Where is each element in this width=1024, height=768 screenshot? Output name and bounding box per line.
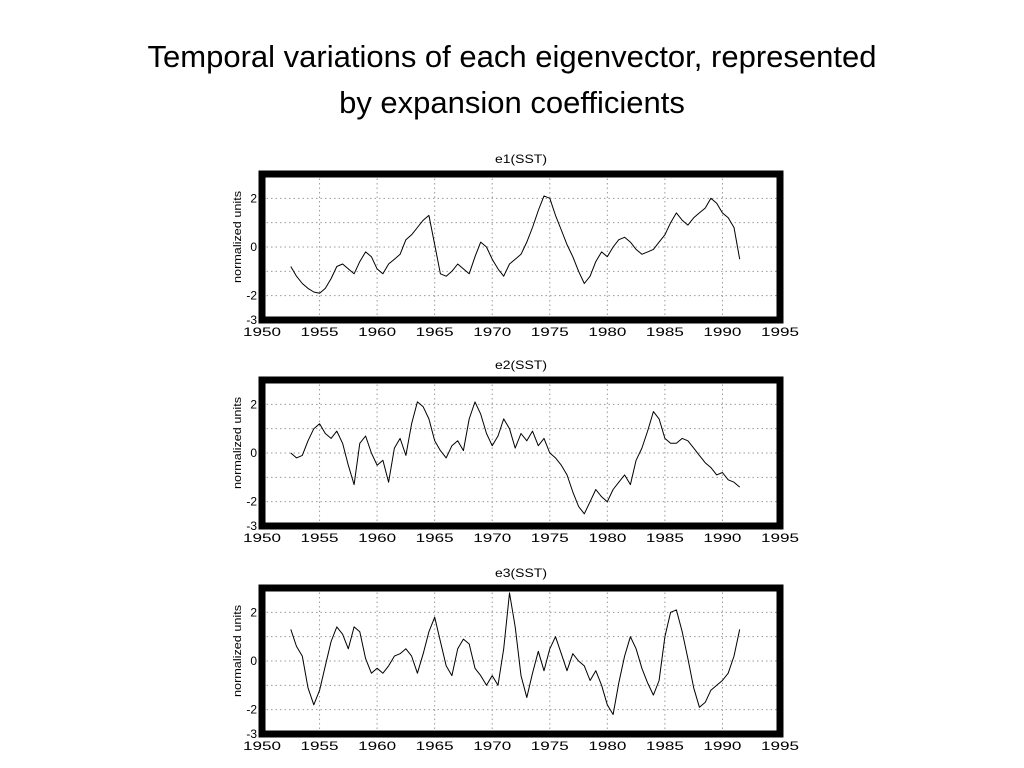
x-tick-label: 1995	[761, 531, 799, 545]
y-tick-label: 0	[250, 654, 257, 668]
chart-panel-2: 1950 1955 1960 1965 1970 1975 1980 1985 1990 1995…	[232, 358, 799, 545]
x-tick-label: 1990	[703, 531, 741, 545]
series-line	[290, 592, 741, 715]
x-tick-label: 1950	[243, 531, 281, 545]
y-axis-label: normalized units	[232, 190, 244, 283]
plot-frame	[258, 376, 784, 530]
x-tick-label: 1985	[646, 325, 684, 339]
panel-title: e3(SST)	[495, 566, 547, 580]
slide-title-line-2: by expansion coefficients	[339, 85, 685, 120]
chart-panel-3: 1950 1955 1960 1965 1970 1975 1980 1985 1990 1995…	[232, 566, 799, 753]
y-tick-label: 2	[250, 191, 257, 205]
x-tick-label: 1990	[703, 325, 741, 339]
x-tick-label: 1975	[531, 325, 569, 339]
y-tick-label: -3	[246, 313, 257, 327]
x-tick-label: 1965	[416, 325, 454, 339]
x-tick-label: 1980	[588, 739, 626, 753]
y-tick-label: -2	[246, 289, 257, 303]
x-tick-label: 1985	[646, 739, 684, 753]
x-tick-label: 1985	[646, 531, 684, 545]
x-tick-label: 1955	[301, 531, 339, 545]
y-tick-label: -2	[246, 495, 257, 509]
slide-title: Temporal variations of each eigenvector,…	[0, 34, 1024, 126]
x-tick-label: 1950	[243, 739, 281, 753]
y-axis-label: normalized units	[232, 604, 244, 697]
series-line	[290, 401, 741, 515]
x-tick-label: 1960	[358, 531, 396, 545]
x-tick-label: 1995	[761, 325, 799, 339]
y-axis-label: normalized units	[232, 396, 244, 489]
x-tick-label: 1980	[588, 531, 626, 545]
panel-title: e2(SST)	[495, 358, 547, 372]
x-tick-label: 1960	[358, 739, 396, 753]
plot-frame	[258, 584, 784, 738]
x-tick-label: 1965	[416, 739, 454, 753]
y-tick-label: -3	[246, 727, 257, 741]
x-tick-label: 1975	[531, 531, 569, 545]
x-tick-label: 1965	[416, 531, 454, 545]
y-tick-label: 2	[250, 397, 257, 411]
x-tick-label: 1995	[761, 739, 799, 753]
x-tick-label: 1990	[703, 739, 741, 753]
x-tick-label: 1955	[301, 325, 339, 339]
x-tick-label: 1970	[473, 739, 511, 753]
x-tick-label: 1950	[243, 325, 281, 339]
y-tick-label: 0	[250, 240, 257, 254]
x-tick-label: 1970	[473, 531, 511, 545]
x-tick-label: 1980	[588, 325, 626, 339]
y-tick-label: -2	[246, 703, 257, 717]
x-tick-label: 1955	[301, 739, 339, 753]
slide-title-line-1: Temporal variations of each eigenvector,…	[147, 39, 877, 74]
panel-title: e1(SST)	[495, 152, 547, 166]
y-tick-label: 2	[250, 605, 257, 619]
chart-panel-1: 1950 1955 1960 1965 1970 1975 1980 1985 1990 1995…	[232, 152, 799, 339]
series-line	[290, 195, 741, 294]
x-tick-label: 1975	[531, 739, 569, 753]
plot-frame	[258, 170, 784, 324]
x-tick-label: 1960	[358, 325, 396, 339]
y-tick-label: -3	[246, 519, 257, 533]
x-tick-label: 1970	[473, 325, 511, 339]
y-tick-label: 0	[250, 446, 257, 460]
